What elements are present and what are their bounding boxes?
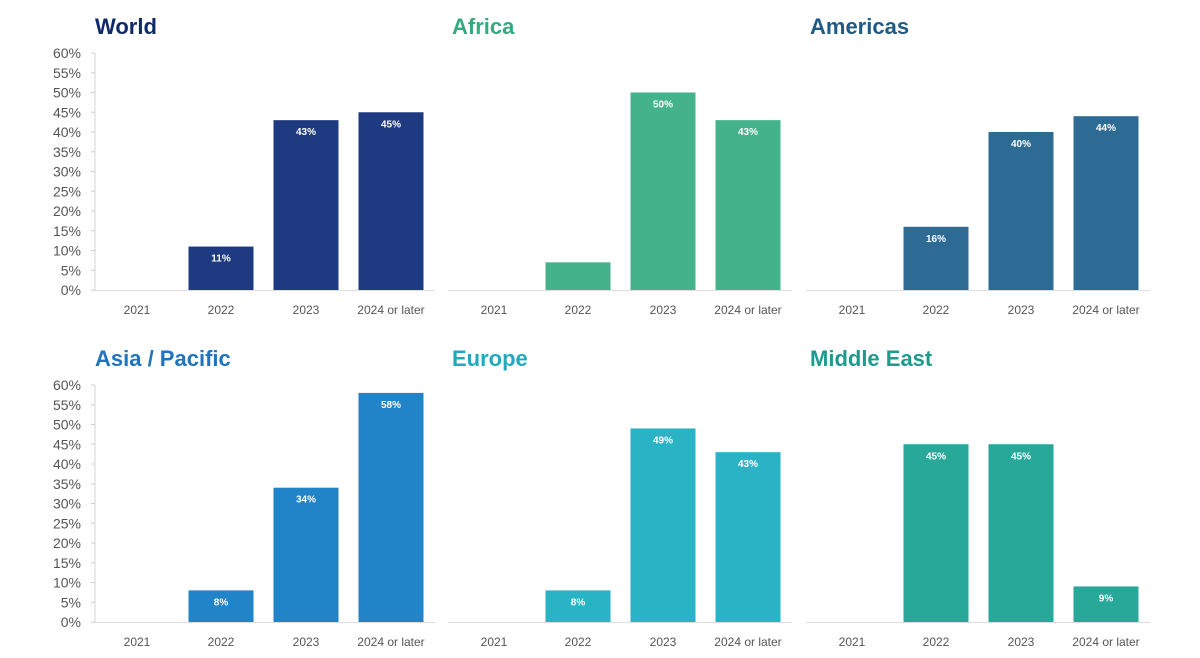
y-tick-label: 35% [53, 476, 81, 492]
x-category-label: 2023 [293, 635, 320, 649]
x-category-label: 2023 [1008, 303, 1035, 317]
chart-title: Middle East [810, 346, 933, 371]
y-tick-label: 0% [61, 614, 81, 630]
x-category-label: 2021 [481, 635, 508, 649]
x-category-label: 2024 or later [1072, 303, 1139, 317]
y-tick-label: 20% [53, 203, 81, 219]
x-category-label: 2021 [839, 303, 866, 317]
x-category-label: 2021 [481, 303, 508, 317]
bar [545, 590, 611, 622]
y-tick-label: 45% [53, 436, 81, 452]
y-tick-label: 20% [53, 535, 81, 551]
bar-data-label: 45% [381, 119, 401, 130]
bar [988, 132, 1054, 290]
bar-data-label: 50% [653, 100, 673, 111]
x-category-label: 2023 [293, 303, 320, 317]
x-category-label: 2023 [650, 635, 677, 649]
x-category-label: 2023 [1008, 635, 1035, 649]
y-tick-label: 60% [53, 377, 81, 393]
bar-data-label: 58% [381, 400, 401, 411]
bar [188, 246, 254, 290]
chart-panel: Americas 2021 16% 2022 40% 2023 44% 2024 or lat… [806, 14, 1150, 317]
bar [630, 92, 696, 290]
y-tick-label: 10% [53, 575, 81, 591]
chart-panel: Asia / Pacific 0% 5% 10% 15% 20% 25% 30% 35% 40% 4… [53, 346, 435, 649]
bar [358, 392, 424, 622]
y-tick-label: 40% [53, 456, 81, 472]
bar-data-label: 34% [296, 495, 316, 506]
y-tick-label: 35% [53, 144, 81, 160]
bar-data-label: 16% [926, 234, 946, 245]
bar [273, 120, 339, 291]
x-category-label: 2022 [565, 635, 592, 649]
y-tick-label: 5% [61, 262, 81, 278]
bar [1073, 586, 1139, 622]
y-tick-label: 60% [53, 45, 81, 61]
x-category-label: 2022 [208, 635, 235, 649]
bar [988, 444, 1054, 622]
y-tick-label: 0% [61, 282, 81, 298]
x-category-label: 2021 [124, 635, 151, 649]
bar-data-label: 43% [738, 459, 758, 470]
y-tick-label: 15% [53, 555, 81, 571]
x-category-label: 2024 or later [357, 303, 424, 317]
y-tick-label: 5% [61, 594, 81, 610]
bar [1073, 116, 1139, 290]
chart-title: Europe [452, 346, 528, 371]
x-category-label: 2024 or later [357, 635, 424, 649]
bar [188, 590, 254, 622]
bar [273, 487, 339, 622]
chart-title: Africa [452, 14, 515, 39]
bar-data-label: 9% [1099, 593, 1114, 604]
bar-data-label: 8% [214, 597, 229, 608]
bar-data-label: 44% [1096, 123, 1116, 134]
y-tick-label: 40% [53, 124, 81, 140]
bar-data-label: 8% [571, 597, 586, 608]
bar [903, 226, 969, 290]
bar-data-label: 11% [211, 254, 231, 265]
y-tick-label: 30% [53, 496, 81, 512]
bar [715, 452, 781, 622]
bar-data-label: 45% [1011, 451, 1031, 462]
y-tick-label: 45% [53, 104, 81, 120]
x-category-label: 2022 [208, 303, 235, 317]
y-tick-label: 55% [53, 65, 81, 81]
chart-panel: Europe 2021 8% 2022 49% 2023 43% 2024 or later [448, 346, 792, 649]
bar-data-label: 43% [738, 127, 758, 138]
bar-data-label: 49% [653, 435, 673, 446]
x-category-label: 2024 or later [1072, 635, 1139, 649]
bar [358, 112, 424, 290]
chart-panel: Africa 2021 2022 50% 2023 43% 2024 or later [448, 14, 792, 317]
y-tick-label: 30% [53, 164, 81, 180]
bar [903, 444, 969, 622]
bar [545, 262, 611, 290]
y-tick-label: 15% [53, 223, 81, 239]
chart-title: Asia / Pacific [95, 346, 231, 371]
x-category-label: 2021 [839, 635, 866, 649]
y-tick-label: 25% [53, 515, 81, 531]
y-tick-label: 50% [53, 417, 81, 433]
bar [630, 428, 696, 622]
bar-data-label: 40% [1011, 139, 1031, 150]
x-category-label: 2023 [650, 303, 677, 317]
chart-title: Americas [810, 14, 909, 39]
bar-data-label: 45% [926, 451, 946, 462]
x-category-label: 2024 or later [714, 635, 781, 649]
x-category-label: 2022 [923, 303, 950, 317]
y-tick-label: 55% [53, 397, 81, 413]
x-category-label: 2022 [565, 303, 592, 317]
chart-panel: Middle East 2021 45% 2022 45% 2023 9% 2024 or l… [806, 346, 1150, 649]
bar-data-label: 43% [296, 127, 316, 138]
bar [715, 120, 781, 291]
chart-panel: World 0% 5% 10% 15% 20% 25% 30% 35% 40% 45% 50% 55% 6… [53, 14, 435, 317]
x-category-label: 2022 [923, 635, 950, 649]
y-tick-label: 50% [53, 85, 81, 101]
x-category-label: 2024 or later [714, 303, 781, 317]
y-tick-label: 10% [53, 243, 81, 259]
x-category-label: 2021 [124, 303, 151, 317]
chart-title: World [95, 14, 157, 39]
y-tick-label: 25% [53, 183, 81, 199]
